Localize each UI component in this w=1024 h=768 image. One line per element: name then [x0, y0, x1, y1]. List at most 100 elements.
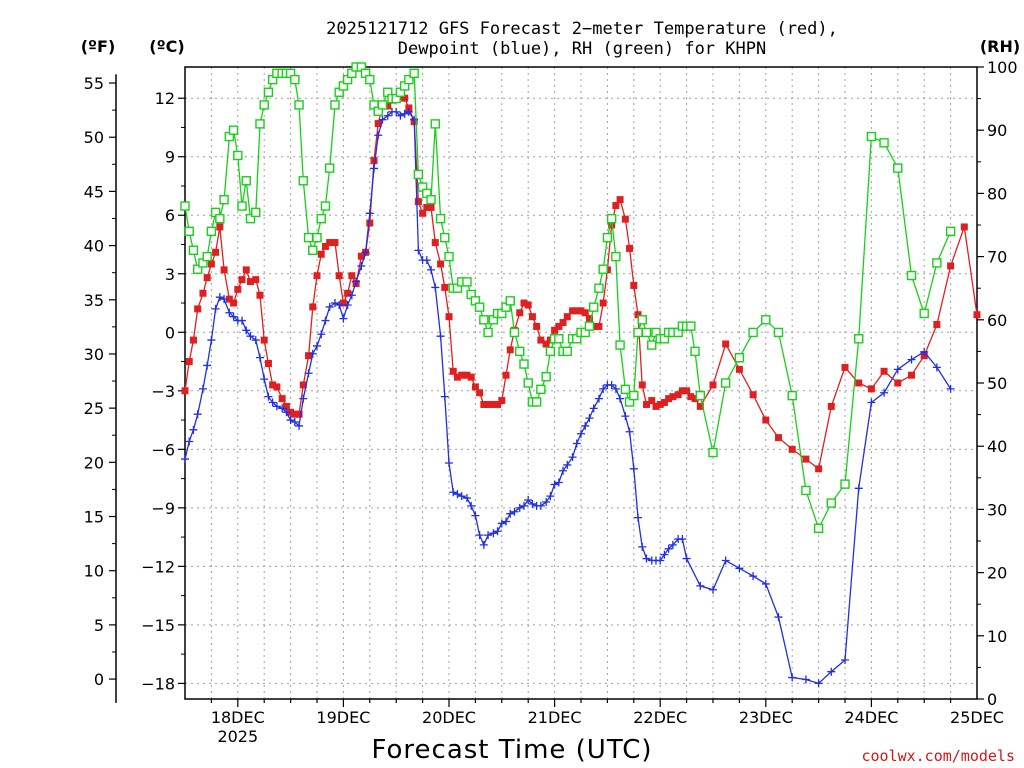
- temperature-point: [722, 340, 730, 348]
- dewpoint-point: [352, 277, 361, 286]
- rh-point: [255, 119, 265, 129]
- dewpoint-point: [493, 527, 502, 536]
- temperature-point: [299, 381, 307, 389]
- x-tick-label: 20DEC: [422, 708, 476, 727]
- dewpoint-point: [559, 466, 568, 475]
- temperature-point: [595, 322, 603, 330]
- dewpoint-point: [616, 394, 625, 403]
- rh-point: [251, 207, 261, 218]
- axes: 129630−3−6−9−12−15−185550454035302520151…: [84, 58, 1018, 746]
- rh-point: [588, 302, 599, 312]
- temperature-point: [520, 299, 528, 307]
- temperature-point: [339, 299, 347, 307]
- temperature-point: [630, 281, 638, 289]
- rh-point: [686, 321, 696, 331]
- celsius-tick-label: −12: [141, 557, 175, 576]
- dewpoint-point: [449, 488, 458, 497]
- rh-point: [708, 447, 718, 458]
- dewpoint-point: [880, 388, 889, 397]
- rh-tick-label: 50: [987, 374, 1007, 393]
- rh-point: [893, 163, 903, 173]
- dewpoint-point: [506, 509, 515, 518]
- rh-point: [312, 232, 322, 243]
- dewpoint-point: [427, 265, 436, 274]
- dewpoint-point: [392, 107, 401, 116]
- x-tick-label: 19DEC: [316, 708, 370, 727]
- fahrenheit-tick-label: 20: [84, 453, 104, 472]
- temperature-point: [331, 239, 339, 247]
- dewpoint-point: [761, 579, 770, 588]
- temperature-point: [674, 391, 682, 399]
- fahrenheit-tick-label: 25: [84, 399, 104, 418]
- dewpoint-point: [471, 511, 480, 520]
- dewpoint-point: [682, 554, 691, 563]
- rh-tick-label: 30: [987, 500, 1007, 519]
- temperature-point: [634, 311, 642, 319]
- temperature-point: [317, 250, 325, 258]
- temperature-point: [867, 385, 875, 393]
- dewpoint-point: [189, 425, 198, 434]
- dewpoint-point: [457, 492, 466, 501]
- temperature-point: [642, 400, 650, 408]
- dewpoint-point: [290, 418, 299, 427]
- dewpoint-point: [295, 421, 304, 430]
- rh-point: [826, 498, 836, 508]
- temperature-point: [573, 307, 581, 315]
- temperature-point: [335, 272, 343, 280]
- temperature-point: [216, 223, 224, 231]
- temperature-point: [502, 371, 510, 379]
- temperature-point: [207, 260, 215, 268]
- dewpoint-point: [304, 369, 313, 378]
- fahrenheit-tick-label: 15: [84, 508, 104, 527]
- dewpoint-point: [207, 336, 216, 345]
- rh-series: [180, 62, 956, 534]
- temperature-point: [269, 381, 277, 389]
- rh-point: [245, 213, 256, 224]
- x-tick-label: 21DEC: [528, 708, 582, 727]
- temperature-point: [608, 221, 616, 229]
- temperature-point: [181, 387, 189, 395]
- temperature-point: [908, 371, 916, 379]
- dewpoint-point: [339, 314, 348, 323]
- temperature-point: [220, 266, 228, 274]
- temperature-point: [423, 203, 431, 211]
- rh-point: [748, 327, 758, 338]
- temperature-point: [374, 120, 382, 128]
- rh-point: [324, 163, 335, 173]
- dewpoint-point: [497, 519, 506, 528]
- dewpoint-point: [299, 394, 308, 403]
- rh-point: [483, 327, 493, 338]
- temperature-point: [774, 434, 782, 442]
- rh-point: [541, 371, 551, 382]
- dewpoint-point: [317, 330, 326, 339]
- dewpoint-point: [554, 478, 563, 487]
- dewpoint-point: [467, 501, 476, 510]
- temperature-point: [524, 301, 532, 309]
- dewpoint-point: [278, 404, 287, 413]
- temperature-point: [621, 215, 629, 223]
- temperature-point: [626, 244, 634, 252]
- rh-point: [879, 138, 889, 148]
- temperature-point: [638, 381, 646, 389]
- dewpoint-point: [638, 542, 647, 551]
- celsius-tick-label: −6: [151, 440, 175, 459]
- celsius-tick-label: −3: [151, 382, 175, 401]
- temperature-point: [585, 315, 593, 323]
- dewpoint-point: [827, 667, 836, 676]
- temperature-point: [256, 291, 264, 299]
- fahrenheit-unit-label: (ºF): [81, 37, 116, 56]
- dewpoint-point: [308, 349, 317, 358]
- rh-tick-label: 20: [987, 564, 1007, 583]
- rh-point: [584, 321, 595, 331]
- temperature-point: [669, 393, 677, 401]
- rh-point: [919, 308, 929, 319]
- dewpoint-point: [260, 375, 269, 384]
- temperature-point: [401, 94, 409, 102]
- rh-point: [404, 74, 414, 85]
- temperature-point: [947, 262, 955, 270]
- dewpoint-point: [198, 384, 207, 393]
- dewpoint-point: [788, 673, 797, 682]
- rh-point: [519, 359, 529, 369]
- dewpoint-point: [479, 540, 488, 549]
